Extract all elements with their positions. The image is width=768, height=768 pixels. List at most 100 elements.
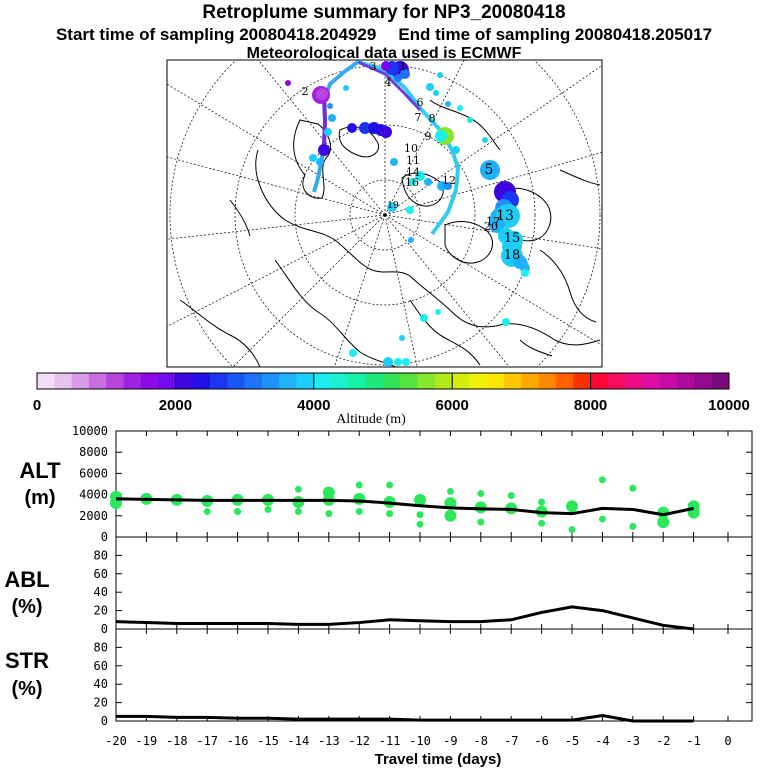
colorbar-swatch	[175, 373, 194, 389]
y-tick-label: 2000	[79, 509, 108, 523]
alt-cluster-point	[477, 490, 485, 498]
map-cluster-marker	[402, 358, 410, 366]
met-data-label: Meteorological data used is ECMWF	[246, 45, 522, 62]
colorbar-swatch	[677, 373, 695, 389]
map-cluster-marker	[349, 349, 357, 357]
alt-cluster-point	[416, 511, 424, 519]
map-cluster-marker	[424, 178, 432, 186]
alt-cluster-point	[294, 508, 302, 516]
series-line-str	[116, 713, 694, 723]
series-line-alt	[115, 497, 694, 517]
colorbar-swatch	[659, 373, 678, 389]
colorbar-swatch	[261, 373, 280, 389]
colorbar-tick-label: 6000	[436, 397, 469, 414]
map-cluster-marker	[445, 101, 451, 107]
x-axis-label: Travel time (days)	[375, 751, 502, 768]
map-cluster-marker	[435, 130, 447, 142]
map-cluster-marker	[437, 181, 447, 191]
plot-title: Retroplume summary for NP3_20080418	[202, 2, 566, 23]
map-cluster-marker	[381, 61, 391, 71]
map-cluster-marker	[521, 269, 529, 277]
map-cluster-marker	[406, 206, 414, 214]
y-tick-label: 0	[101, 714, 108, 728]
x-tick-label: -19	[136, 734, 158, 748]
colorbar-swatch	[244, 373, 263, 389]
end-time-label: End time of sampling 20080418.205017	[398, 25, 713, 44]
map-cluster-marker	[394, 358, 402, 366]
trajectory-track-east-upper	[357, 60, 422, 112]
latitude-circles	[169, 60, 601, 367]
alt-cluster-point	[598, 476, 606, 484]
alt-cluster-point	[264, 505, 272, 513]
x-tick-label: 0	[724, 734, 731, 748]
alt-cluster-point	[292, 496, 305, 509]
time-series-panels: ALT(m)0200040006000800010000ABL(%)020406…	[4, 424, 753, 748]
start-time-label: Start time of sampling 20080418.204929	[55, 25, 377, 44]
colorbar-swatch	[158, 373, 176, 389]
map-cluster-marker	[467, 117, 473, 123]
colorbar-swatch	[106, 373, 124, 389]
map-cluster-marker	[415, 171, 425, 181]
y-tick-label: 8000	[79, 445, 108, 459]
map-cluster-marker	[324, 128, 332, 136]
map-cluster-marker	[359, 122, 371, 134]
map-day-label: 1	[400, 60, 407, 73]
map-cluster-marker	[394, 74, 402, 82]
map-day-label: 17	[486, 215, 500, 228]
alt-cluster-point	[325, 510, 333, 518]
alt-cluster-point	[444, 509, 457, 522]
x-tick-label: -20	[105, 734, 127, 748]
alt-cluster-point	[538, 498, 546, 506]
colorbar-tick-label: 8000	[574, 397, 607, 414]
colorbar-swatch	[71, 373, 90, 389]
trajectory-clusters	[285, 61, 530, 367]
map-cluster-marker	[435, 309, 441, 315]
map-cluster-marker	[482, 137, 488, 143]
colorbar-swatch	[54, 373, 73, 389]
map-cluster-marker	[400, 69, 410, 79]
altitude-colorbar: 0 2000 4000 6000 8000 10000 Altitude (m)	[33, 372, 750, 427]
colorbar-swatch	[227, 373, 246, 389]
alt-cluster-point	[538, 519, 546, 527]
colorbar-swatch	[348, 373, 367, 389]
y-tick-label: 80	[94, 640, 108, 654]
panel-name: ALT	[19, 458, 61, 483]
colorbar-swatch	[400, 373, 419, 389]
y-tick-label: 20	[94, 604, 108, 618]
x-tick-label: -4	[595, 734, 609, 748]
x-tick-label: -7	[504, 734, 518, 748]
alt-cluster-point	[598, 515, 606, 523]
colorbar-swatch	[123, 373, 142, 389]
alt-cluster-point	[386, 481, 394, 489]
colorbar-swatch	[313, 373, 332, 389]
map-cluster-marker	[387, 202, 397, 212]
series-line-abl	[115, 605, 694, 631]
map-day-label: 18	[504, 248, 521, 263]
colorbar-swatch	[192, 373, 211, 389]
map-day-label: 16	[405, 176, 419, 189]
x-tick-label: -8	[474, 734, 488, 748]
y-tick-label: 6000	[79, 466, 108, 480]
map-day-label: 6	[417, 96, 424, 109]
map-day-label: 11	[406, 154, 420, 167]
y-tick-label: 60	[94, 567, 108, 581]
map-day-label: 2	[302, 85, 309, 98]
map-cluster-marker	[489, 217, 505, 233]
alt-cluster-point	[353, 492, 366, 505]
alt-cluster-point	[566, 500, 578, 513]
colorbar-swatch	[140, 373, 159, 389]
map-day-label: 12	[442, 174, 456, 187]
map-cluster-marker	[380, 126, 392, 138]
colorbar-swatch	[365, 373, 384, 389]
map-frame	[166, 59, 603, 368]
alt-cluster-point	[507, 492, 515, 500]
colorbar-swatch	[625, 373, 643, 389]
x-tick-label: -1	[686, 734, 700, 748]
colorbar-swatch	[556, 373, 574, 389]
panel-abl: ABL (%) 0 20 40 60 80	[4, 536, 753, 636]
alt-cluster-point	[386, 510, 394, 518]
map-day-label: 10	[404, 142, 418, 155]
colorbar-swatch	[590, 373, 609, 389]
map-cluster-marker	[433, 90, 439, 96]
